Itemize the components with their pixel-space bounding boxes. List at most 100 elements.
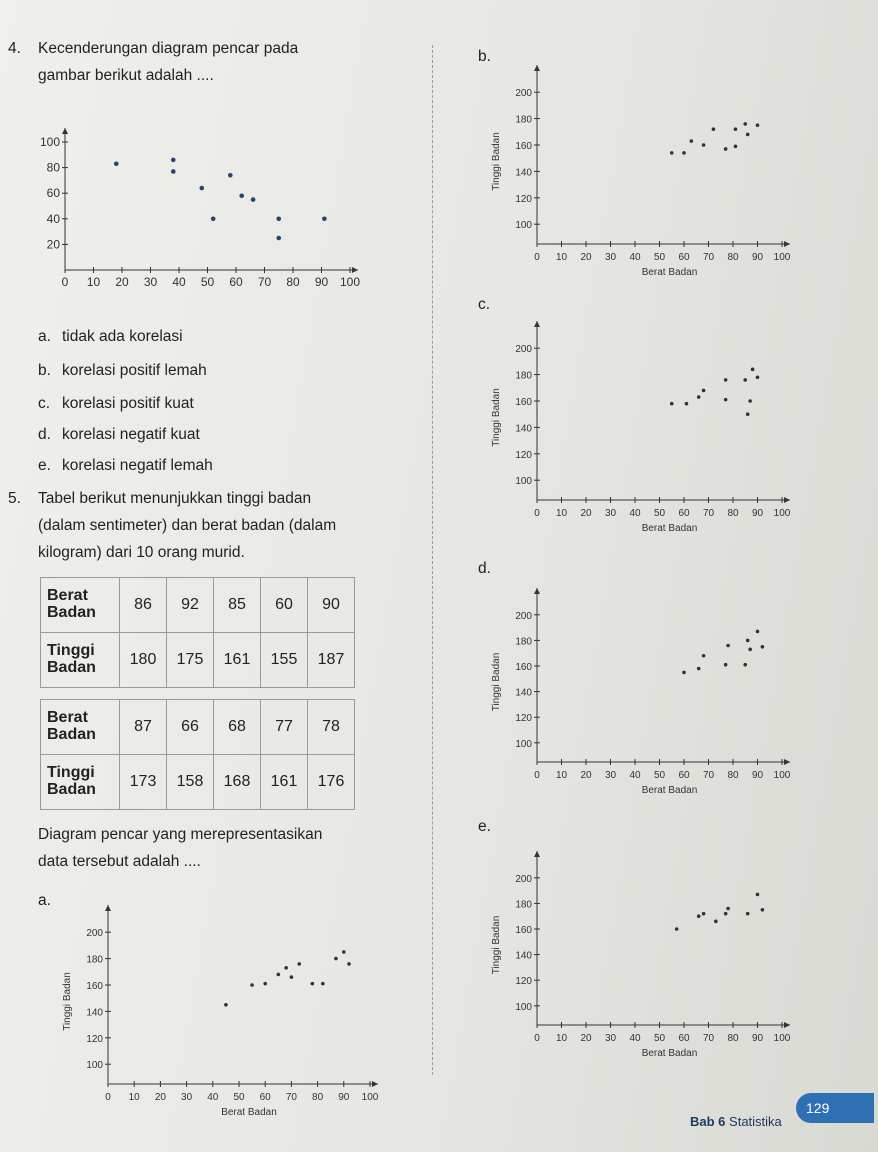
data-point: [263, 981, 267, 986]
y-axis-label: Tinggi Badan: [491, 916, 502, 975]
y-tick-label: 180: [515, 371, 532, 382]
data-point: [682, 670, 686, 675]
option-4c[interactable]: c. korelasi positif kuat: [38, 395, 194, 413]
x-tick-label: 60: [678, 1033, 690, 1044]
option-5d-scatter-plot[interactable]: 0 10 20 30 40 50 60 70 80 90 100 100 120 140 160 180 200…: [482, 562, 812, 802]
table-cell: 77: [260, 699, 308, 755]
table-cell: 168: [213, 754, 261, 810]
table-row-height: Tinggi Badan 173 158 168 161 176: [40, 754, 355, 810]
x-axis-arrow: [784, 1022, 790, 1028]
data-table-1: Berat Badan 86 92 85 60 90 Tinggi Badan 18…: [40, 577, 355, 688]
data-point: [714, 919, 718, 924]
x-tick-label: 100: [362, 1092, 379, 1103]
table-cell: 176: [307, 754, 355, 810]
data-point: [755, 375, 760, 380]
table-cell: 68: [213, 699, 261, 755]
x-tick-label: 100: [340, 275, 360, 289]
data-point: [689, 139, 694, 143]
y-axis-arrow: [534, 321, 540, 327]
data-point: [297, 962, 302, 966]
row-header: Tinggi Badan: [40, 754, 120, 810]
option-letter: c.: [38, 395, 51, 412]
table-row-weight: Berat Badan 87 66 68 77 78: [40, 699, 355, 755]
data-point: [723, 911, 728, 916]
option-5d-label[interactable]: d.: [478, 560, 491, 577]
x-tick-label: 30: [605, 770, 617, 781]
data-point: [334, 956, 338, 961]
data-point: [342, 950, 346, 954]
x-tick-label: 0: [534, 1033, 540, 1044]
y-axis-label: Tinggi Badan: [491, 388, 502, 447]
x-tick-label: 70: [703, 252, 715, 263]
option-5b-label[interactable]: b.: [478, 48, 491, 65]
data-point: [723, 662, 728, 667]
data-point: [224, 1003, 228, 1007]
x-tick-label: 70: [286, 1092, 298, 1103]
table-cell: 158: [166, 754, 214, 810]
table-row-weight: Berat Badan 86 92 85 60 90: [40, 577, 355, 633]
y-tick-label: 180: [515, 115, 532, 126]
x-tick-label: 30: [605, 1033, 617, 1044]
data-point: [701, 143, 706, 147]
x-tick-label: 30: [605, 252, 617, 263]
x-tick-label: 20: [580, 1033, 592, 1044]
x-tick-label: 80: [312, 1092, 324, 1103]
option-4e[interactable]: e. korelasi negatif lemah: [38, 457, 213, 475]
option-4a[interactable]: a. tidak ada korelasi: [38, 328, 183, 346]
x-tick-label: 30: [181, 1092, 193, 1103]
page-number-badge: 129: [796, 1093, 874, 1123]
y-tick-label: 100: [86, 1060, 103, 1071]
data-point: [745, 911, 750, 916]
y-tick-label: 160: [515, 141, 532, 152]
data-point: [276, 235, 282, 241]
row-header: Tinggi Badan: [40, 632, 120, 688]
x-tick-label: 50: [654, 1033, 666, 1044]
option-4b[interactable]: b. korelasi positif lemah: [38, 362, 207, 380]
option-5a-scatter-plot[interactable]: 0 10 20 30 40 50 60 70 80 90 100 100 120 140 160 180 200…: [58, 892, 388, 1122]
option-5e-scatter-plot[interactable]: 0 10 20 30 40 50 60 70 80 90 100 100 120 140 160 180 200…: [482, 830, 812, 1065]
question-5-number: 5.: [8, 490, 21, 507]
data-point: [228, 172, 233, 178]
y-axis-label: Tinggi Badan: [62, 972, 73, 1031]
x-tick-label: 20: [580, 252, 592, 263]
question-4-scatter-plot: 0 10 20 30 40 50 60 70 80 90 100 20 40 60 80 100: [40, 128, 360, 289]
data-point: [276, 216, 282, 222]
option-5b-scatter-plot[interactable]: 0 10 20 30 40 50 60 70 80 90 100 100 120 140 160 180 200…: [482, 48, 812, 283]
x-tick-label: 20: [115, 275, 129, 289]
x-tick-label: 80: [727, 252, 739, 263]
y-tick-label: 40: [47, 212, 61, 226]
data-point: [711, 127, 716, 131]
x-tick-label: 90: [315, 275, 329, 289]
data-point: [745, 412, 750, 416]
table-cell: 87: [119, 699, 167, 755]
data-point: [743, 122, 748, 126]
option-4d[interactable]: d. korelasi negatif kuat: [38, 426, 200, 444]
y-tick-label: 120: [86, 1034, 103, 1045]
option-5c-label[interactable]: c.: [478, 296, 491, 313]
x-tick-label: 40: [629, 770, 641, 781]
data-point: [669, 151, 674, 155]
y-tick-label: 120: [515, 194, 532, 205]
data-point: [171, 157, 176, 163]
data-point: [684, 401, 689, 406]
x-tick-label: 100: [774, 1033, 791, 1044]
y-tick-label: 80: [47, 161, 61, 175]
column-divider: [432, 45, 433, 1075]
y-tick-label: 180: [515, 899, 532, 910]
data-point: [239, 193, 244, 199]
x-tick-label: 70: [703, 508, 715, 519]
option-5c-scatter-plot[interactable]: 0 10 20 30 40 50 60 70 80 90 100 100 120 140 160 180 200…: [482, 300, 812, 540]
x-tick-label: 100: [774, 252, 791, 263]
x-tick-label: 100: [774, 770, 791, 781]
data-point: [743, 662, 748, 667]
data-point: [760, 908, 765, 912]
question-5-text-line2: (dalam sentimeter) dan berat badan (dala…: [38, 517, 337, 534]
x-tick-label: 50: [654, 252, 666, 263]
y-tick-label: 200: [515, 344, 532, 355]
data-point: [210, 216, 216, 222]
option-5e-label[interactable]: e.: [478, 818, 491, 835]
data-point: [745, 638, 750, 643]
option-5a-label[interactable]: a.: [38, 892, 51, 909]
data-point: [750, 367, 755, 372]
